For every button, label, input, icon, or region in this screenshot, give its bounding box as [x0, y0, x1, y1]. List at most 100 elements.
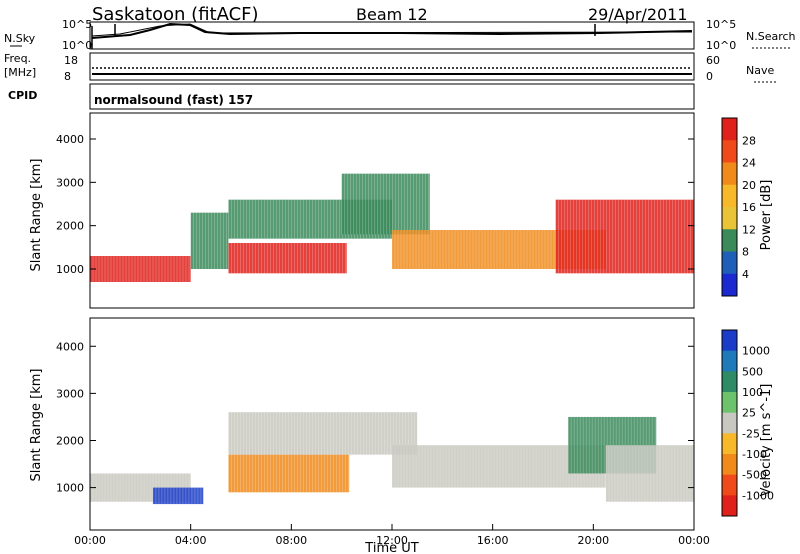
velocity-echo-bands: [89, 412, 694, 505]
cpid-strip: CPID normalsound (fast) 157: [8, 83, 695, 110]
colorbar-swatch: [722, 251, 737, 275]
echo-band: [228, 412, 418, 455]
colorbar-tick-label: -25: [742, 427, 760, 440]
cpid-mode-text: normalsound (fast) 157: [94, 93, 253, 107]
freq-strip: Freq. [MHz] 18 8 60 0 Nave: [4, 52, 776, 83]
y-tick-label: 3000: [56, 176, 84, 189]
n-search-tick-bottom: 10^0: [706, 39, 736, 52]
echo-band: [341, 173, 430, 235]
velocity-colorbar: 1000 500 100 25 -25 -100 -500 -1000: [721, 329, 774, 517]
velocity-y-ticks: 1000 2000 3000 4000: [56, 340, 694, 495]
colorbar-swatch: [722, 140, 737, 163]
power-panel: 1000 2000 3000 4000 Slant Range [km] 28 24 20…: [29, 112, 774, 309]
date-label: 29/Apr/2011: [588, 5, 688, 24]
n-sky-trace: [91, 22, 693, 39]
noise-strip-frame: [89, 21, 695, 50]
power-colorbar-label: Power [dB]: [759, 180, 774, 251]
power-colorbar: 28 24 20 16 12 8 4: [721, 117, 756, 297]
colorbar-swatch: [722, 433, 737, 455]
colorbar-swatch: [722, 412, 737, 434]
y-tick-label: 4000: [56, 133, 84, 146]
colorbar-tick-label: 25: [742, 407, 756, 420]
echo-band: [555, 199, 694, 274]
noise-strip: N.Sky 10^5 10^0 10^5 10^0 N.Search: [4, 18, 796, 52]
x-tick-label: 08:00: [275, 534, 307, 547]
colorbar-swatch: [722, 118, 737, 141]
colorbar-tick-label: -500: [742, 469, 767, 482]
y-tick-label: 4000: [56, 340, 84, 353]
y-tick-label: 1000: [56, 263, 84, 276]
power-panel-frame: [89, 112, 695, 309]
time-axis-label: Time UT: [364, 541, 418, 554]
freq-unit-label: [MHz]: [4, 66, 36, 79]
y-tick-label: 3000: [56, 387, 84, 400]
x-tick-label: 00:00: [678, 534, 710, 547]
x-tick-label: 00:00: [74, 534, 106, 547]
n-sky-label: N.Sky: [4, 32, 36, 45]
colorbar-tick-label: 28: [742, 134, 756, 147]
colorbar-tick-label: 8: [742, 246, 749, 259]
echo-band: [228, 454, 350, 493]
power-y-axis-label: Slant Range [km]: [29, 159, 44, 272]
colorbar-swatch: [722, 184, 737, 208]
colorbar-swatch: [722, 330, 737, 352]
n-search-tick-top: 10^5: [706, 18, 736, 31]
colorbar-tick-label: -1000: [742, 489, 774, 502]
beam-label: Beam 12: [356, 5, 428, 24]
colorbar-tick-label: 20: [742, 179, 756, 192]
nave-tick-bottom: 0: [706, 70, 713, 83]
echo-band: [152, 487, 204, 505]
colorbar-swatch: [722, 392, 737, 414]
power-y-ticks: 1000 2000 3000 4000: [56, 133, 694, 276]
velocity-colorbar-label: Velocity [m s^-1]: [759, 384, 774, 497]
x-tick-label: 04:00: [175, 534, 207, 547]
colorbar-tick-label: 12: [742, 223, 756, 236]
nave-label: Nave: [746, 64, 774, 77]
colorbar-tick-label: 4: [742, 268, 749, 281]
colorbar-swatch: [722, 207, 737, 230]
time-x-ticks: 00:00 04:00 08:00 12:00 16:00 20:00 00:00: [74, 524, 710, 547]
n-search-trace: [91, 23, 693, 37]
colorbar-swatch: [722, 350, 737, 372]
cpid-strip-frame: [89, 83, 695, 110]
y-tick-label: 1000: [56, 482, 84, 495]
colorbar-frame: [721, 117, 738, 297]
freq-strip-frame: [89, 52, 695, 81]
n-search-label: N.Search: [746, 30, 796, 43]
velocity-y-axis-label: Slant Range [km]: [29, 369, 44, 482]
colorbar-tick-label: 24: [742, 157, 756, 170]
station-title: Saskatoon (fitACF): [92, 4, 259, 25]
freq-tick-bottom: 8: [64, 70, 71, 83]
x-tick-label: 20:00: [577, 534, 609, 547]
echo-band: [90, 256, 191, 282]
colorbar-swatch: [722, 474, 737, 496]
colorbar-tick-label: 500: [742, 365, 763, 378]
power-echo-bands: [89, 173, 694, 282]
colorbar-tick-label: 100: [742, 386, 763, 399]
colorbar-tick-label: -100: [742, 448, 767, 461]
x-tick-label: 12:00: [376, 534, 408, 547]
nave-tick-top: 60: [706, 54, 720, 67]
n-sky-tick-bottom: 10^0: [62, 39, 92, 52]
y-tick-label: 2000: [56, 220, 84, 233]
n-sky-tick-top: 10^5: [62, 18, 92, 31]
freq-tick-top: 18: [64, 54, 78, 67]
echo-band: [190, 212, 229, 269]
cpid-label: CPID: [8, 89, 37, 102]
colorbar-swatch: [722, 371, 737, 393]
colorbar-swatch: [722, 162, 737, 186]
colorbar-swatch: [722, 273, 737, 297]
colorbar-swatch: [722, 495, 737, 517]
colorbar-swatch: [722, 229, 737, 252]
colorbar-tick-label: 16: [742, 201, 756, 214]
echo-band: [605, 445, 694, 502]
colorbar-tick-label: 1000: [742, 345, 770, 358]
freq-label: Freq.: [4, 52, 31, 65]
echo-band: [228, 243, 347, 274]
y-tick-label: 2000: [56, 434, 84, 447]
colorbar-swatch: [722, 454, 737, 476]
colorbar-frame: [721, 329, 738, 517]
x-tick-label: 16:00: [477, 534, 509, 547]
